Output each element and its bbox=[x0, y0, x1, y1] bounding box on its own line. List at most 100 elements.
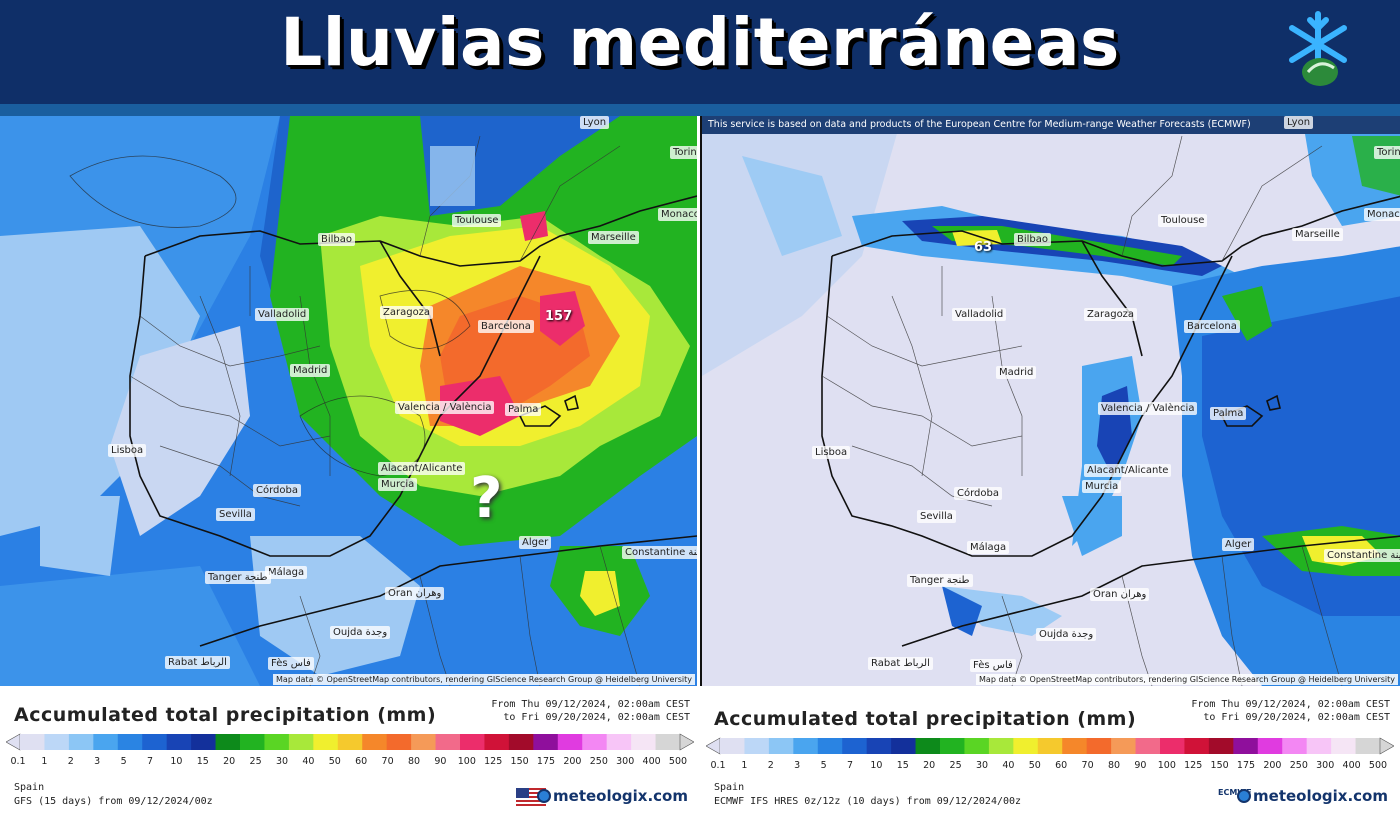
scale-swatch bbox=[362, 734, 388, 750]
city-label: Marseille bbox=[588, 231, 639, 244]
gfs-map-layer bbox=[0, 116, 697, 686]
city-label: Zaragoza bbox=[1084, 308, 1138, 321]
scale-swatch bbox=[117, 734, 143, 750]
scale-swatch bbox=[264, 734, 290, 750]
city-label: Málaga bbox=[265, 566, 308, 579]
scale-tick-label: 500 bbox=[668, 756, 688, 767]
scale-tick-label: 30 bbox=[975, 760, 989, 771]
scale-tick-label: 25 bbox=[249, 756, 262, 767]
ecmwf-map-layer bbox=[702, 116, 1400, 686]
scale-tick-label: 300 bbox=[616, 756, 635, 767]
scale-ticks: 0.1 1 2 3 5 7 10 15 20 25 30 40 50 60 70 80 90 100 125 150 1… bbox=[710, 760, 1387, 774]
city-label: Torin bbox=[670, 146, 697, 159]
scale-tick-label: 150 bbox=[510, 756, 529, 767]
ecmwf-legend: Accumulated total precipitation (mm) Fro… bbox=[700, 688, 1400, 817]
scale-swatch bbox=[1208, 738, 1234, 754]
scale-tick-label: 50 bbox=[1028, 760, 1041, 771]
city-label: Bilbao bbox=[318, 233, 356, 246]
legend-title: Accumulated total precipitation (mm) bbox=[714, 708, 1137, 730]
scale-tick-label: 20 bbox=[923, 760, 936, 771]
scale-tick-label: 500 bbox=[1368, 760, 1388, 771]
scale-tick-label: 90 bbox=[1134, 760, 1147, 771]
model-label: GFS (15 days) from 09/12/2024/00z bbox=[14, 796, 213, 807]
scale-tick-label: 70 bbox=[381, 756, 394, 767]
city-label: Lisboa bbox=[812, 446, 851, 459]
city-label: Lyon bbox=[1284, 116, 1314, 129]
scale-tick-label: 7 bbox=[846, 760, 854, 771]
city-label: Murcia bbox=[1082, 480, 1122, 493]
scale-tick-label: 40 bbox=[1002, 760, 1015, 771]
scale-ticks: 0.1 1 2 3 5 7 10 15 20 25 30 40 50 60 70 80 90 100 125 150 1… bbox=[10, 756, 687, 770]
scale-tick-label: 2 bbox=[67, 756, 74, 767]
scale-tick-label: 100 bbox=[1157, 760, 1176, 771]
period-from: From Thu 09/12/2024, 02:00am CEST bbox=[491, 699, 690, 710]
scale-tick-label: 250 bbox=[1289, 760, 1308, 771]
scale-swatch bbox=[288, 734, 314, 750]
ecmwf-precipitation-map: This service is based on data and produc… bbox=[700, 116, 1400, 686]
scale-swatch bbox=[1355, 738, 1381, 754]
scale-tick-label: 100 bbox=[457, 756, 476, 767]
scale-swatch bbox=[191, 734, 217, 750]
scale-tick-label: 15 bbox=[196, 756, 209, 767]
legend-period: From Thu 09/12/2024, 02:00am CEST to Fri… bbox=[1191, 698, 1390, 724]
city-label: Alger bbox=[1222, 538, 1255, 551]
scale-swatch bbox=[68, 734, 94, 750]
scale-tick-label: 200 bbox=[563, 756, 582, 767]
max-precip-label: 63 bbox=[974, 240, 993, 255]
scale-swatch bbox=[1257, 738, 1283, 754]
scale-tick-label: 300 bbox=[1316, 760, 1335, 771]
scale-swatch bbox=[337, 734, 363, 750]
scale-swatch bbox=[313, 734, 339, 750]
scale-tick-label: 250 bbox=[589, 756, 608, 767]
scale-swatch bbox=[1306, 738, 1332, 754]
scale-swatch bbox=[44, 734, 70, 750]
scale-swatch bbox=[720, 738, 745, 754]
scale-tick-label: 30 bbox=[275, 756, 289, 767]
scale-swatch bbox=[1111, 738, 1137, 754]
scale-swatch bbox=[215, 734, 241, 750]
brand-link[interactable]: meteologix.com bbox=[1237, 787, 1388, 805]
city-label: Oujda وجدة bbox=[1036, 628, 1097, 641]
scale-swatch bbox=[142, 734, 168, 750]
city-label: Córdoba bbox=[954, 487, 1002, 500]
city-label: Tanger طنجة bbox=[205, 571, 271, 584]
scale-tick-label: 200 bbox=[1263, 760, 1282, 771]
ecmwf-logo-text: ECMWF bbox=[1218, 788, 1252, 797]
scale-tick-label: 1 bbox=[41, 756, 48, 767]
scale-swatch bbox=[533, 734, 559, 750]
scale-arrow-right bbox=[1379, 737, 1394, 755]
scale-tick-label: 70 bbox=[1081, 760, 1094, 771]
scale-swatch bbox=[557, 734, 583, 750]
scale-swatch bbox=[1013, 738, 1039, 754]
scale-swatch bbox=[606, 734, 632, 750]
scale-tick-label: 5 bbox=[820, 760, 827, 771]
scale-tick-label: 400 bbox=[1342, 760, 1361, 771]
city-label: Lyon bbox=[580, 116, 610, 129]
scale-tick-label: 5 bbox=[120, 756, 127, 767]
scale-swatch bbox=[655, 734, 681, 750]
city-label: Fès فاس bbox=[268, 657, 314, 670]
gfs-legend: Accumulated total precipitation (mm) Fro… bbox=[0, 688, 700, 817]
scale-tick-label: 15 bbox=[896, 760, 909, 771]
city-label: Murcia bbox=[378, 478, 418, 491]
snowflake-logo-icon bbox=[1289, 11, 1347, 86]
legend-period: From Thu 09/12/2024, 02:00am CEST to Fri… bbox=[491, 698, 690, 724]
scale-tick-label: 20 bbox=[223, 756, 236, 767]
scale-swatch bbox=[166, 734, 192, 750]
city-label: Barcelona bbox=[478, 320, 534, 333]
scale-tick-label: 150 bbox=[1210, 760, 1229, 771]
scale-tick-label: 60 bbox=[355, 756, 368, 767]
city-label: Palma bbox=[1210, 407, 1247, 420]
scale-swatch bbox=[1160, 738, 1185, 754]
city-label: Valladolid bbox=[255, 308, 310, 321]
city-label: Tanger طنجة bbox=[907, 574, 973, 587]
map-attribution: Map data © OpenStreetMap contributors, r… bbox=[273, 674, 695, 685]
scale-swatch bbox=[964, 738, 990, 754]
brand-link[interactable]: meteologix.com bbox=[537, 787, 688, 805]
scale-tick-label: 80 bbox=[1107, 760, 1121, 771]
scale-swatch bbox=[988, 738, 1014, 754]
scale-swatch bbox=[1135, 738, 1161, 754]
ecmwf-notice-bar: This service is based on data and produc… bbox=[702, 116, 1400, 134]
scale-tick-label: 80 bbox=[407, 756, 421, 767]
brand-text: meteologix.com bbox=[1253, 787, 1388, 805]
